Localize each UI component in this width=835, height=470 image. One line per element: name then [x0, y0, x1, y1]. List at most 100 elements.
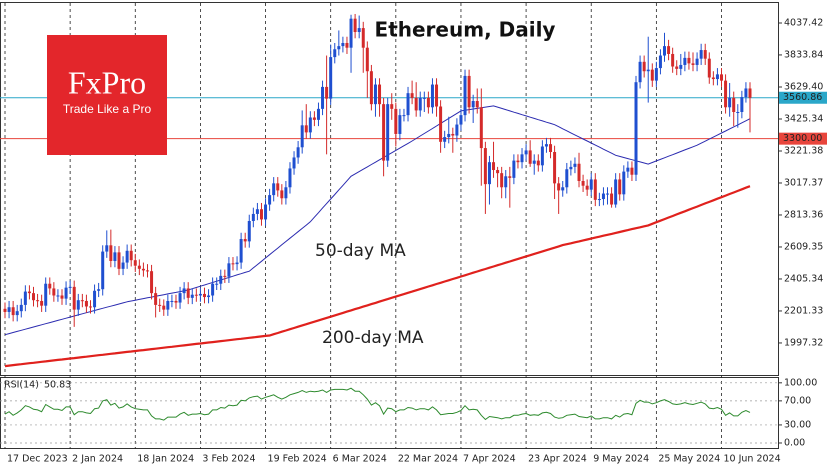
candle-body: [422, 97, 426, 99]
candle-body: [386, 104, 390, 161]
candle-body: [268, 195, 272, 205]
candle-body: [251, 213, 255, 221]
candle-body: [634, 82, 638, 175]
candle-body: [715, 74, 719, 80]
candle-body: [255, 209, 259, 214]
candle-body: [736, 111, 740, 113]
x-tick-label: 25 May 2024: [658, 454, 720, 465]
candle-body: [703, 50, 707, 59]
candle-body: [170, 300, 174, 302]
price-label-box: [779, 91, 827, 104]
candle-body: [36, 300, 40, 302]
candle-body: [532, 160, 536, 164]
y-tick-label: 4037.42: [784, 18, 823, 29]
candle-body: [198, 293, 202, 296]
candle-body: [15, 311, 19, 316]
candle-body: [512, 160, 516, 178]
candle-body: [447, 133, 451, 138]
candle-body: [133, 260, 137, 266]
candle-body: [683, 57, 687, 65]
candle-body: [207, 295, 211, 298]
candle-body: [459, 115, 463, 125]
candle-body: [141, 268, 145, 271]
x-tick-label: 18 Jan 2024: [137, 454, 194, 465]
candle-body: [68, 286, 72, 288]
candle-body: [72, 286, 76, 310]
candle-body: [109, 245, 113, 261]
candle-body: [137, 265, 141, 269]
candle-body: [565, 169, 569, 188]
candle-body: [707, 58, 711, 78]
candle-body: [93, 290, 97, 308]
candle-body: [345, 42, 349, 48]
candle-body: [593, 179, 597, 200]
candle-body: [113, 252, 117, 261]
candle-body: [418, 97, 422, 111]
y-tick-label: 2201.33: [784, 305, 823, 316]
x-tick-label: 23 Apr 2024: [528, 454, 587, 465]
y-tick-label: 2609.35: [784, 241, 823, 252]
price-panel-frame: [0, 2, 779, 376]
candle-body: [479, 107, 483, 149]
candle-body: [516, 160, 520, 163]
x-tick-label: 17 Dec 2023: [7, 454, 68, 465]
candle-body: [97, 289, 101, 291]
candle-body: [504, 176, 508, 188]
candle-body: [557, 183, 561, 191]
candle-body: [259, 209, 263, 220]
candle-body: [451, 133, 455, 136]
candle-body: [695, 58, 699, 65]
candle-body: [740, 97, 744, 112]
logo-brand: FxPro: [68, 64, 146, 100]
candle-body: [223, 275, 227, 277]
candle-body: [333, 49, 337, 58]
candle-body: [162, 305, 166, 310]
candle-body: [80, 300, 84, 302]
candle-body: [435, 84, 439, 107]
logo-box: [47, 35, 167, 155]
candle-body: [430, 84, 434, 108]
candle-body: [154, 293, 158, 305]
candle-body: [426, 97, 430, 108]
y-tick-label: 3425.34: [784, 114, 823, 125]
candle-body: [610, 193, 614, 205]
candle-body: [553, 151, 557, 184]
candle-body: [23, 291, 27, 305]
candle-body: [500, 173, 504, 188]
candle-body: [325, 86, 329, 99]
y-tick-label: 2813.36: [784, 209, 823, 220]
candle-body: [597, 199, 601, 201]
candle-body: [390, 104, 394, 109]
y-tick-label: 3017.37: [784, 177, 823, 188]
candle-body: [357, 28, 361, 33]
candle-body: [52, 288, 56, 296]
candle-body: [622, 171, 626, 195]
candle-body: [524, 150, 528, 155]
moving-average-label: 50-day MA: [315, 241, 406, 261]
candle-body: [654, 68, 658, 81]
candle-body: [618, 179, 622, 195]
candle-body: [496, 170, 500, 174]
y-tick-label: 2405.34: [784, 273, 823, 284]
candle-body: [382, 104, 386, 161]
candle-body: [520, 154, 524, 163]
candle-body: [492, 162, 496, 171]
candle-body: [626, 167, 630, 172]
candle-body: [630, 167, 634, 175]
rsi-tick-label: 30.00: [784, 419, 811, 430]
candle-body: [544, 144, 548, 147]
price-label: 3560.86: [783, 92, 822, 103]
candle-body: [475, 101, 479, 108]
candle-body: [349, 18, 353, 48]
candle-body: [280, 190, 284, 199]
candle-body: [329, 57, 333, 99]
x-tick-label: 10 Jun 2024: [724, 454, 781, 465]
candle-body: [292, 157, 296, 169]
candle-body: [3, 308, 7, 312]
candle-body: [353, 18, 357, 33]
candle-body: [288, 168, 292, 188]
candle-body: [687, 57, 691, 64]
candle-body: [194, 294, 198, 296]
candle-body: [744, 88, 748, 98]
